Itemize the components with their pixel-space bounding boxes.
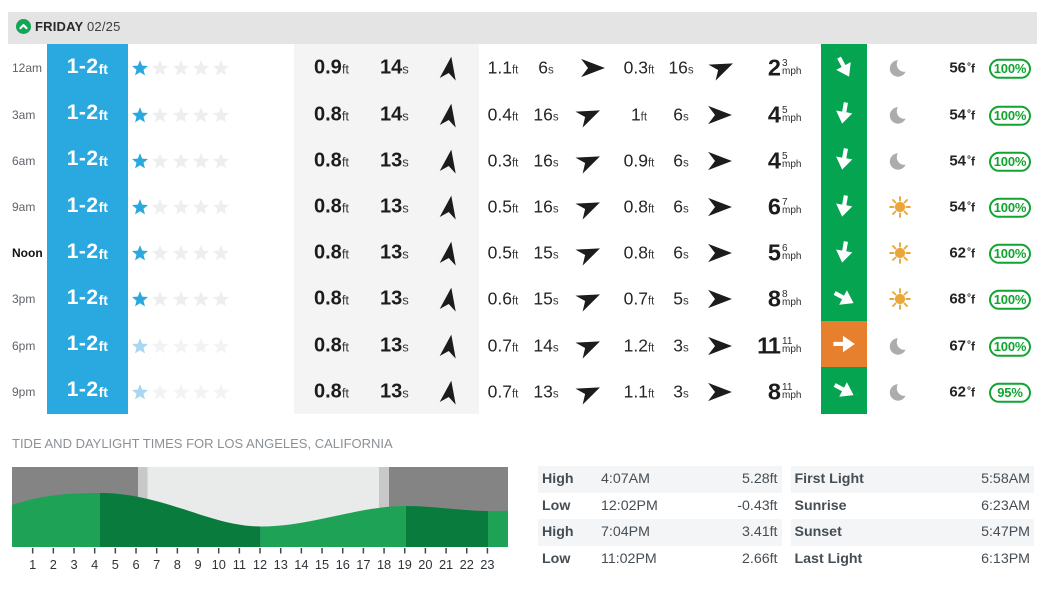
svg-text:10: 10 [212,557,226,572]
svg-text:19: 19 [398,557,412,572]
svg-text:2: 2 [50,557,57,572]
svg-text:7: 7 [153,557,160,572]
svg-text:22: 22 [460,557,474,572]
svg-text:3: 3 [70,557,77,572]
svg-text:18: 18 [377,557,391,572]
svg-text:21: 21 [439,557,453,572]
svg-text:1: 1 [29,557,36,572]
svg-text:12: 12 [253,557,267,572]
svg-text:23: 23 [480,557,494,572]
svg-text:14: 14 [294,557,308,572]
svg-text:4: 4 [91,557,98,572]
svg-text:15: 15 [315,557,329,572]
svg-text:9: 9 [194,557,201,572]
svg-text:16: 16 [336,557,350,572]
svg-text:5: 5 [112,557,119,572]
svg-text:13: 13 [274,557,288,572]
svg-text:6: 6 [132,557,139,572]
svg-text:8: 8 [174,557,181,572]
svg-text:20: 20 [418,557,432,572]
svg-text:17: 17 [356,557,370,572]
svg-text:11: 11 [233,557,246,572]
